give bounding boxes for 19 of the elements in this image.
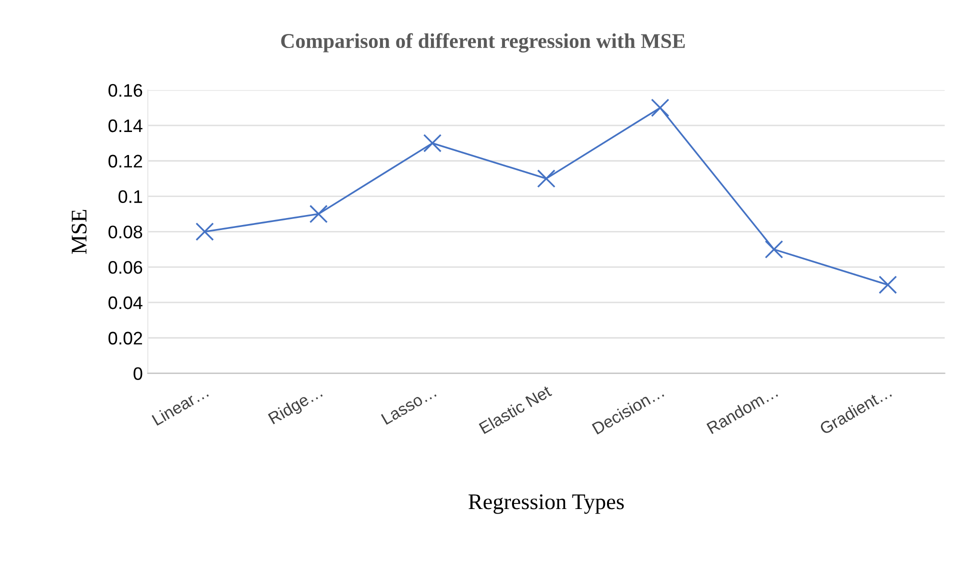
y-tick-label: 0.04 — [108, 296, 142, 310]
point — [650, 98, 670, 117]
y-tick-label: 0.06 — [108, 261, 142, 274]
point — [309, 204, 328, 224]
y-tick-label: 0.1 — [118, 190, 142, 203]
chart-title: Comparison of different regression with MSE — [281, 33, 685, 52]
x-axis-title: Regression Types — [468, 494, 624, 514]
y-tick-label: 0.08 — [108, 226, 142, 238]
point — [764, 240, 784, 259]
point — [196, 222, 214, 241]
y-tick-label: 0 — [134, 367, 142, 380]
y-tick-label: 0.16 — [108, 84, 142, 97]
y-tick-label: 0.02 — [108, 332, 142, 345]
point — [423, 134, 442, 152]
y-axis-title: MSE — [72, 210, 87, 254]
point — [878, 276, 897, 294]
y-tick-label: 0.12 — [108, 154, 142, 168]
point — [537, 169, 556, 188]
y-tick-label: 0.14 — [108, 119, 142, 132]
